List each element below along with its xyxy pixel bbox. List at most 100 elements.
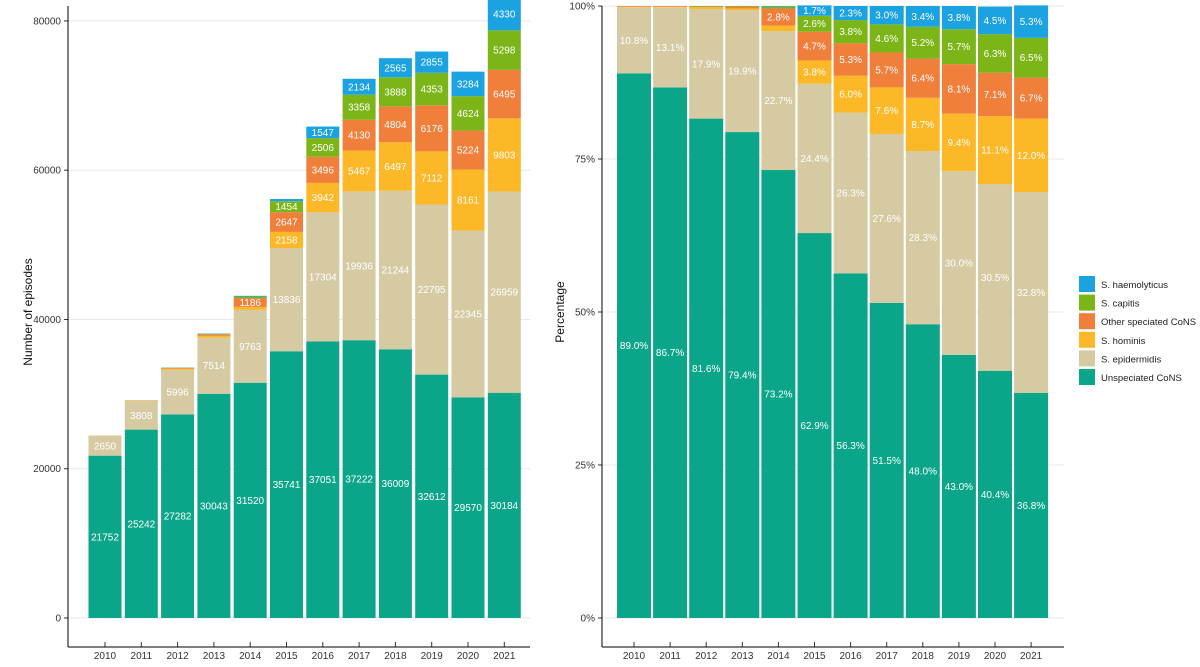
- bar-label: 86.7%: [656, 348, 684, 359]
- bar-label: 4804: [384, 120, 407, 131]
- bar-label: 6495: [493, 90, 516, 101]
- bar-segment-s-epidermidis: [487, 191, 521, 393]
- bar-segment-s-haemolyticus: [487, 0, 521, 31]
- bar-segment-s-hominis: [306, 182, 340, 213]
- bar-segment-s-haemolyticus: [342, 78, 376, 95]
- bar-segment-s-capitis: [270, 201, 303, 213]
- legend-item-s-capitis: S. capitis: [1079, 294, 1140, 311]
- bar-label: 2134: [348, 82, 371, 93]
- legend-swatch: [1079, 294, 1095, 311]
- bar-segment-other-speciated-cons: [161, 367, 195, 369]
- y-tick-label: 50%: [575, 308, 595, 319]
- bar-segment-s-epidermidis: [617, 7, 651, 74]
- legend-swatch: [1079, 350, 1095, 367]
- legend-item-s-hominis: S. hominis: [1079, 331, 1146, 348]
- bar-label: 32612: [418, 492, 446, 503]
- bar-label: 4353: [421, 85, 444, 96]
- bar-label: 48.0%: [909, 467, 937, 478]
- bar-label: 29570: [454, 503, 482, 514]
- x-tick-label: 2018: [912, 651, 935, 662]
- bar-segment-s-epidermidis: [306, 212, 340, 342]
- y-tick-label: 20000: [33, 464, 61, 475]
- bar-segment-s-haemolyticus: [941, 6, 976, 30]
- bar-label: 6.4%: [911, 74, 934, 85]
- x-tick-label: 2011: [131, 651, 153, 662]
- bar-label: 1547: [312, 128, 335, 139]
- bar-label: 22795: [418, 285, 446, 296]
- x-tick-label: 2021: [1020, 651, 1043, 662]
- bar-segment-s-hominis: [725, 8, 760, 11]
- bar-segment-other-speciated-cons: [797, 31, 832, 61]
- legend-label: S. epidermidis: [1101, 354, 1161, 365]
- bar-label: 5.7%: [948, 42, 971, 53]
- legend-item-other-speciated-cons: Other speciated CoNS: [1079, 313, 1196, 330]
- bar-segment-s-haemolyticus: [797, 5, 832, 16]
- bar-segment-s-haemolyticus: [869, 6, 904, 25]
- bar-segment-s-hominis: [978, 116, 1012, 185]
- bar-segment-s-epidermidis: [833, 112, 868, 274]
- bar-label: 31520: [236, 496, 264, 507]
- x-tick-label: 2011: [659, 651, 681, 662]
- bar-segment-unspeciated-cons: [306, 341, 340, 618]
- bar-label: 9803: [493, 150, 516, 161]
- legend-swatch: [1079, 313, 1095, 330]
- bar-label: 27282: [164, 512, 192, 523]
- bar-segment-s-epidermidis: [378, 190, 412, 350]
- bar-label: 21244: [381, 265, 409, 276]
- x-tick-label: 2014: [767, 651, 790, 662]
- bar-segment-s-capitis: [487, 30, 521, 70]
- bar-segment-s-capitis: [233, 296, 267, 299]
- bar-segment-unspeciated-cons: [978, 370, 1012, 618]
- bar-label: 6.7%: [1020, 94, 1043, 105]
- bar-label: 30043: [200, 501, 228, 512]
- bar-segment-unspeciated-cons: [725, 132, 760, 618]
- bar-label: 19936: [345, 261, 373, 272]
- bar-label: 4330: [493, 10, 516, 21]
- bar-label: 40.4%: [981, 490, 1009, 501]
- bar-segment-unspeciated-cons: [487, 392, 521, 618]
- bar-segment-s-hominis: [197, 335, 231, 338]
- bar-segment-unspeciated-cons: [653, 87, 688, 618]
- legend-swatch: [1079, 276, 1095, 292]
- bar-label: 28.3%: [909, 233, 937, 244]
- legend-item-unspeciated-cons: Unspeciated CoNS: [1079, 369, 1182, 385]
- bar-label: 5224: [457, 146, 480, 157]
- bar-label: 11.1%: [981, 146, 1009, 157]
- bar-label: 9763: [239, 342, 262, 353]
- bar-label: 32.8%: [1017, 288, 1045, 299]
- bar-segment-s-capitis: [833, 20, 868, 44]
- bar-segment-other-speciated-cons: [451, 130, 485, 170]
- bar-label: 30.5%: [981, 273, 1009, 284]
- bar-label: 81.6%: [692, 364, 720, 375]
- bar-segment-s-haemolyticus: [378, 58, 412, 78]
- bar-label: 3.0%: [875, 11, 898, 22]
- x-tick-label: 2013: [203, 651, 226, 662]
- bar-segment-unspeciated-cons: [197, 393, 231, 618]
- bar-segment-s-epidermidis: [978, 184, 1012, 371]
- bar-label: 2506: [312, 143, 335, 154]
- bar-segment-unspeciated-cons: [88, 455, 122, 618]
- bar-label: 89.0%: [620, 341, 648, 352]
- bar-segment-s-capitis: [415, 72, 449, 106]
- x-tick-label: 2017: [348, 651, 371, 662]
- bar-label: 37222: [345, 475, 373, 486]
- x-tick-label: 2016: [312, 651, 335, 662]
- bar-segment-s-capitis: [905, 26, 940, 59]
- y-tick-label: 60000: [33, 166, 61, 177]
- bar-segment-s-epidermidis: [124, 401, 158, 430]
- bar-segment-s-capitis: [342, 94, 376, 120]
- bar-segment-s-haemolyticus: [270, 199, 303, 202]
- bar-segment-s-epidermidis: [451, 230, 485, 398]
- bar-segment-s-epidermidis: [415, 204, 449, 375]
- bar-segment-unspeciated-cons: [233, 382, 267, 618]
- bar-label: 5298: [493, 46, 516, 57]
- percentage-chart: 0% 25% 50% 75% 100% 89.0% 10.8% 2010 86.7% 13.1% 2…: [553, 2, 1064, 662]
- bar-segment-unspeciated-cons: [689, 118, 724, 618]
- bar-segment-s-haemolyticus: [451, 71, 485, 97]
- bar-segment-s-hominis: [233, 306, 267, 310]
- bar-label: 2647: [275, 218, 298, 229]
- bar-segment-unspeciated-cons: [617, 73, 651, 618]
- bar-label: 19.9%: [728, 67, 756, 78]
- bar-label: 30.0%: [945, 259, 973, 270]
- bar-segment-other-speciated-cons: [905, 58, 940, 98]
